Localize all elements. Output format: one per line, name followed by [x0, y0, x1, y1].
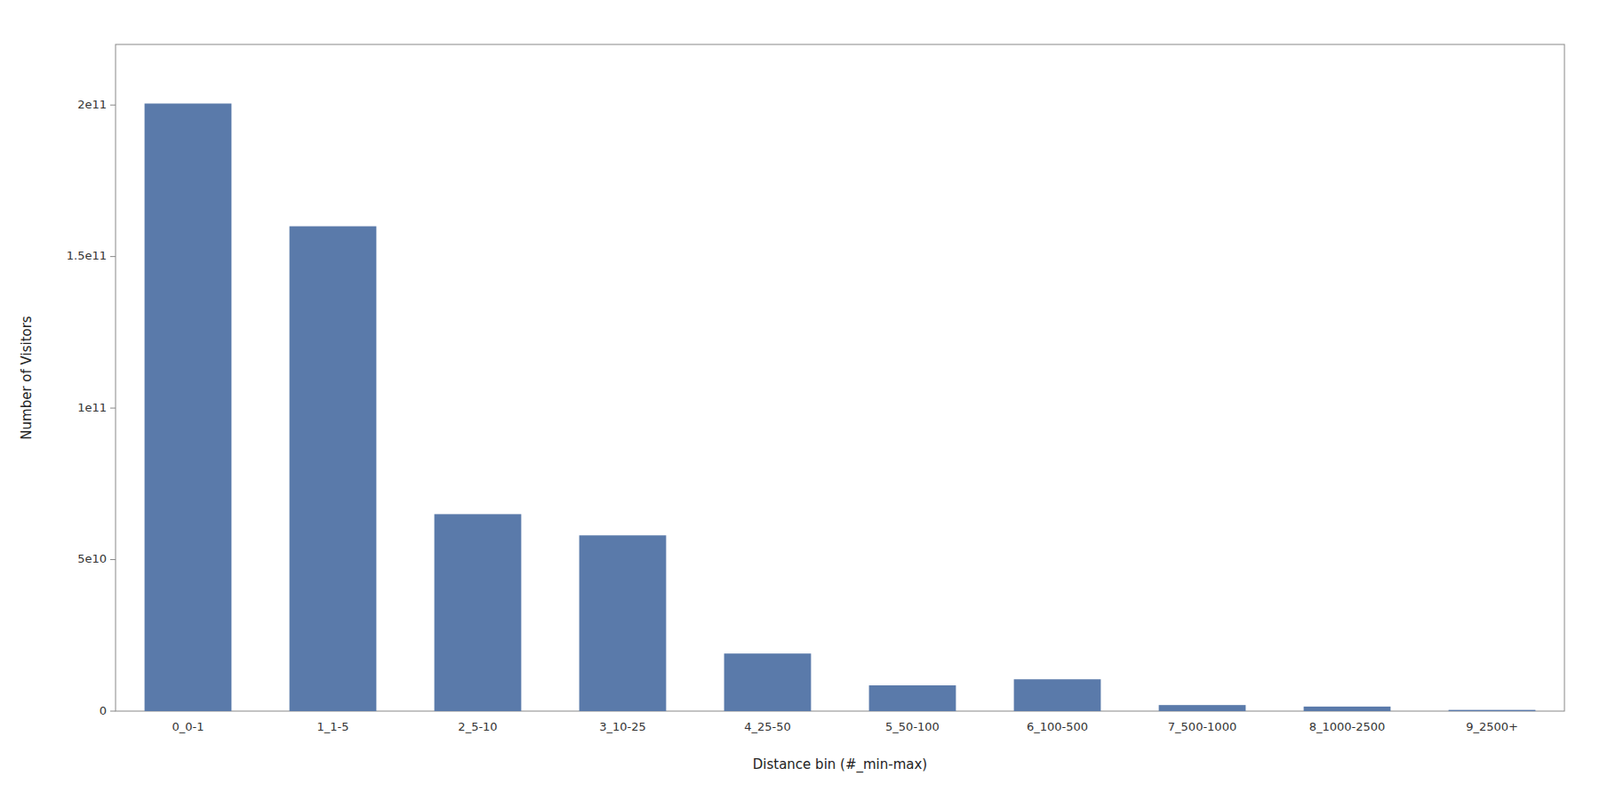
y-tick-label: 1.5e11 — [66, 248, 107, 263]
y-tick-label: 1e11 — [77, 400, 107, 415]
bar — [1304, 706, 1392, 712]
x-tick-label: 0_0-1 — [171, 720, 204, 734]
y-tick — [110, 408, 116, 409]
bar — [289, 226, 377, 712]
y-tick-label: 0 — [99, 704, 107, 718]
bar — [434, 513, 522, 712]
x-tick-label: 7_500-1000 — [1168, 720, 1237, 734]
y-tick-label: 5e10 — [77, 552, 107, 566]
x-axis: 0_0-1 1_1-5 2_5-10 3_10-25 4_25-50 5_50-100 6_… — [171, 720, 1518, 734]
x-tick-label: 1_1-5 — [316, 720, 349, 734]
y-tick — [110, 711, 116, 712]
plot-frame — [115, 44, 1565, 712]
x-tick-label: 3_10-25 — [599, 720, 647, 734]
chart-svg: 0 5e10 1e11 1.5e11 2e11 0_0-1 1_1-5 2_5-10 3_10-… — [0, 0, 1600, 800]
bar — [1448, 710, 1536, 712]
chart-container: 0 5e10 1e11 1.5e11 2e11 0_0-1 1_1-5 2_5-10 3_10-… — [0, 0, 1600, 800]
x-tick-label: 5_50-100 — [885, 720, 940, 734]
x-axis-label: Distance bin (#_min-max) — [752, 756, 928, 774]
bar — [579, 535, 667, 712]
y-axis-label: Number of Visitors — [18, 315, 35, 440]
x-tick-label: 9_2500+ — [1465, 720, 1519, 734]
y-tick — [110, 104, 116, 106]
y-axis: 0 5e10 1e11 1.5e11 2e11 — [66, 97, 116, 718]
bars — [144, 103, 1536, 712]
y-tick — [110, 256, 116, 257]
x-tick-label: 8_1000-2500 — [1309, 720, 1386, 734]
bar — [1014, 679, 1102, 712]
y-tick — [110, 559, 116, 560]
x-tick-label: 4_25-50 — [744, 720, 792, 734]
x-tick-label: 6_100-500 — [1026, 720, 1088, 734]
x-tick-label: 2_5-10 — [457, 720, 497, 734]
bar — [869, 685, 957, 712]
y-tick-label: 2e11 — [77, 97, 107, 112]
bar — [724, 653, 812, 712]
bar — [1159, 704, 1247, 712]
bar — [144, 103, 232, 712]
